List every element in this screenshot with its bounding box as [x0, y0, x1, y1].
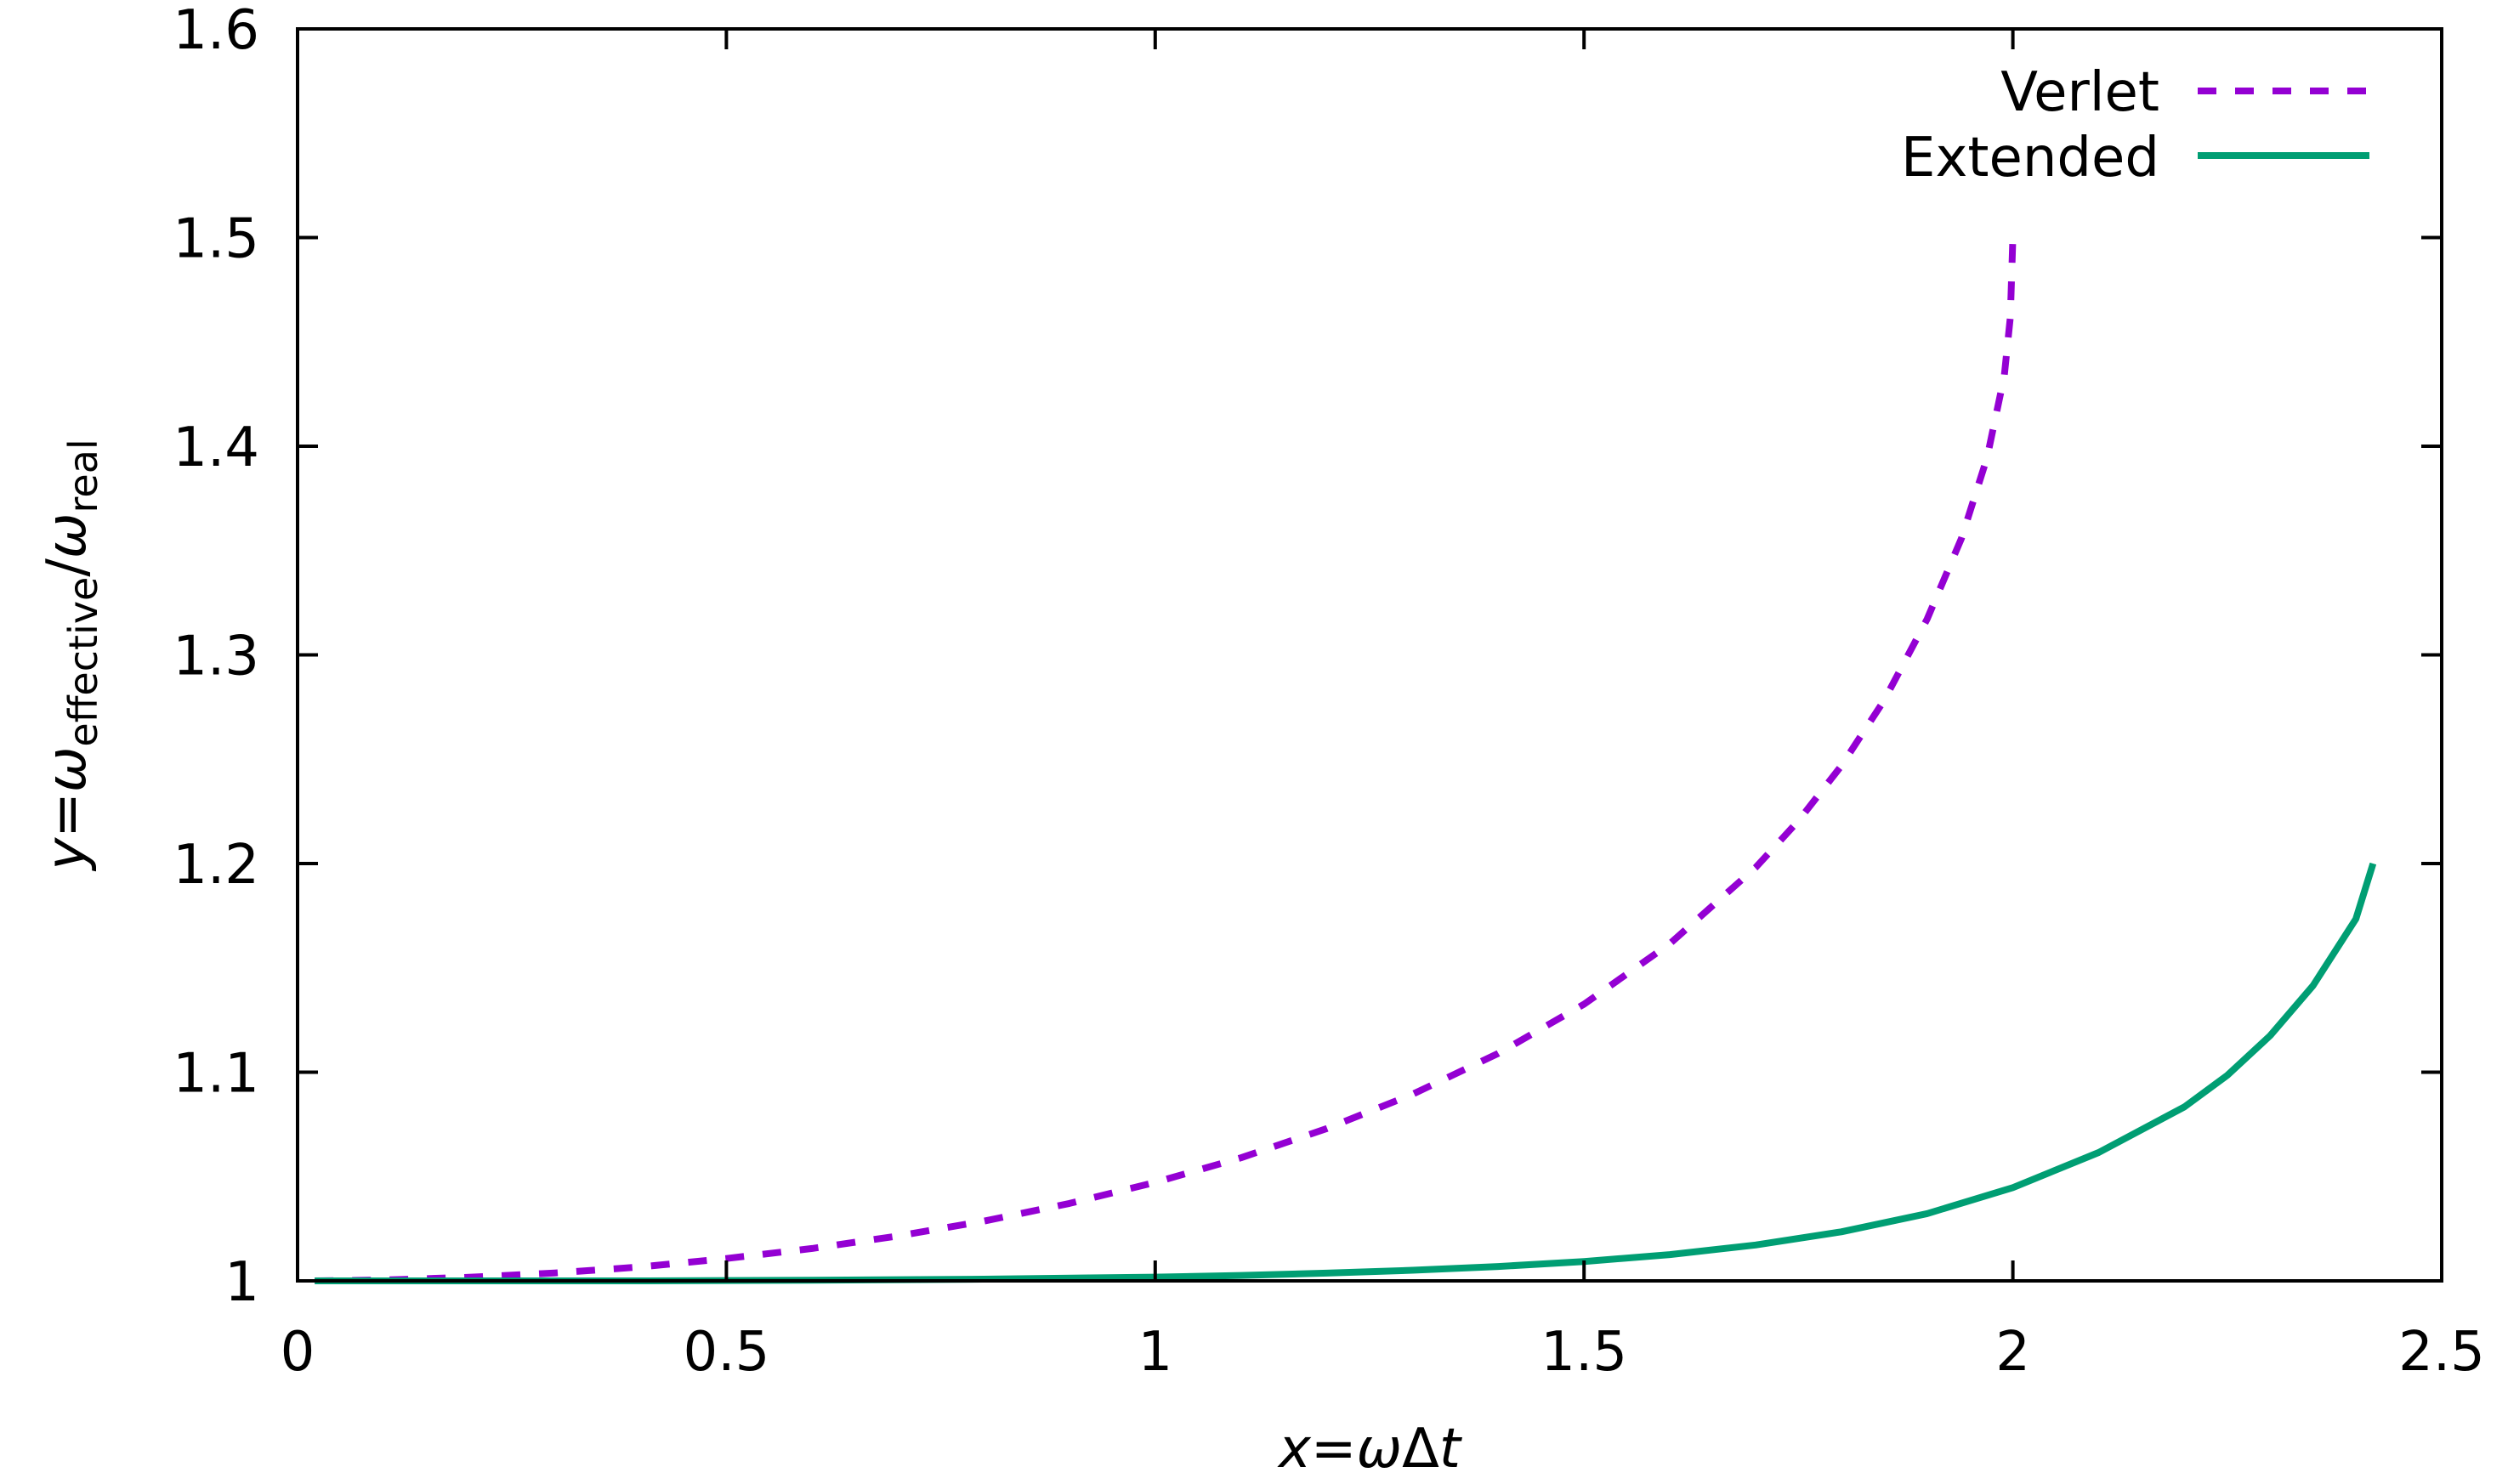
x-tick-label-3: 1.5 [1541, 1321, 1627, 1384]
x-tick-label-1: 0.5 [684, 1321, 770, 1384]
y-axis-label-sub1: effective [60, 577, 106, 747]
x-axis-label-var: x [1277, 1418, 1312, 1481]
x-axis-label-eq: = [1311, 1418, 1357, 1481]
y-tick-label-3: 1.3 [173, 626, 259, 688]
x-tick-label-4: 2 [1995, 1321, 2030, 1384]
y-tick-label-4: 1.4 [173, 416, 259, 479]
x-tick-label-2: 1 [1138, 1321, 1172, 1384]
legend-label-extended: Extended [1901, 127, 2159, 190]
x-tick-label-5: 2.5 [2398, 1321, 2485, 1384]
plot-frame [296, 27, 2443, 1283]
y-tick-label-1: 1.1 [173, 1043, 259, 1106]
x-axis-label-delta: Δ [1402, 1418, 1439, 1481]
legend: Verlet Extended [1901, 61, 2369, 190]
y-tick-label-6: 1.6 [173, 0, 259, 62]
x-axis-label: x=ωΔt [1277, 1418, 1463, 1481]
y-axis-label-omega1: ω [36, 747, 99, 793]
series-line-verlet [315, 237, 2017, 1284]
y-axis-label-omega2: ω [36, 513, 99, 558]
x-tick-label-0: 0 [281, 1321, 315, 1384]
legend-label-verlet: Verlet [2000, 61, 2159, 124]
y-axis-label: y=ωeffective/ωreal [36, 439, 106, 871]
y-axis-label-var: y [36, 837, 99, 872]
y-axis-label-eq: = [36, 792, 99, 838]
y-axis-label-slash: / [36, 558, 99, 577]
series-layer [315, 237, 2377, 1284]
x-axis-label-omega: ω [1357, 1418, 1403, 1481]
y-tick-label-5: 1.5 [173, 208, 259, 271]
tick-labels-layer: 0 0.5 1 1.5 2 2.5 1 1.1 1.2 1.3 1.4 1.5 1.6 [173, 0, 2485, 1384]
series-line-extended [315, 862, 2377, 1284]
y-tick-label-0: 1 [224, 1251, 259, 1314]
y-axis-label-sub2: real [60, 439, 106, 513]
y-tick-label-2: 1.2 [173, 834, 259, 897]
x-axis-label-t: t [1439, 1418, 1463, 1481]
